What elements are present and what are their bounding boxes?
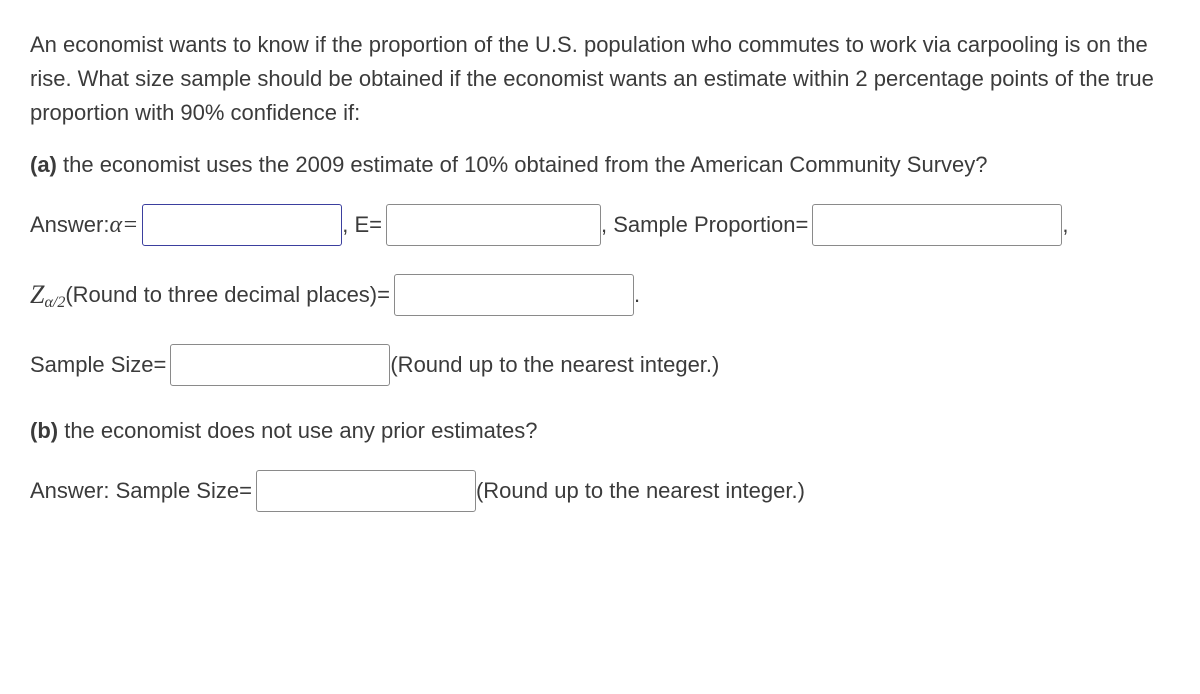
question-intro: An economist wants to know if the propor… [30,28,1170,130]
z-symbol: Zα/2 [30,275,65,316]
sample-size-b-label: Answer: Sample Size= [30,474,252,508]
sep-sp: , Sample Proportion= [601,208,808,242]
answer-prefix: Answer: [30,208,109,242]
part-b-label: (b) [30,418,58,443]
z-period: . [634,278,640,312]
sample-size-b-input[interactable] [256,470,476,512]
answer-row-3: Sample Size= (Round up to the nearest in… [30,344,1170,386]
part-a-prompt: (a) the economist uses the 2009 estimate… [30,148,1170,182]
trail-comma: , [1062,208,1068,242]
part-a-label: (a) [30,152,57,177]
part-b-text: the economist does not use any prior est… [58,418,537,443]
part-b-prompt: (b) the economist does not use any prior… [30,414,1170,448]
answer-row-4: Answer: Sample Size= (Round up to the ne… [30,470,1170,512]
answer-row-2: Zα/2 (Round to three decimal places)= . [30,274,1170,316]
sample-size-a-input[interactable] [170,344,390,386]
e-input[interactable] [386,204,601,246]
alpha-input[interactable] [142,204,342,246]
sample-size-a-after: (Round up to the nearest integer.) [390,348,719,382]
sample-size-b-after: (Round up to the nearest integer.) [476,474,805,508]
sep-e: , E= [342,208,382,242]
sample-proportion-input[interactable] [812,204,1062,246]
part-a-text: the economist uses the 2009 estimate of … [57,152,988,177]
answer-row-1: Answer: α= , E= , Sample Proportion= , [30,204,1170,246]
z-after-text: (Round to three decimal places)= [65,278,390,312]
alpha-label: α= [109,207,138,244]
z-input[interactable] [394,274,634,316]
sample-size-a-label: Sample Size= [30,348,166,382]
